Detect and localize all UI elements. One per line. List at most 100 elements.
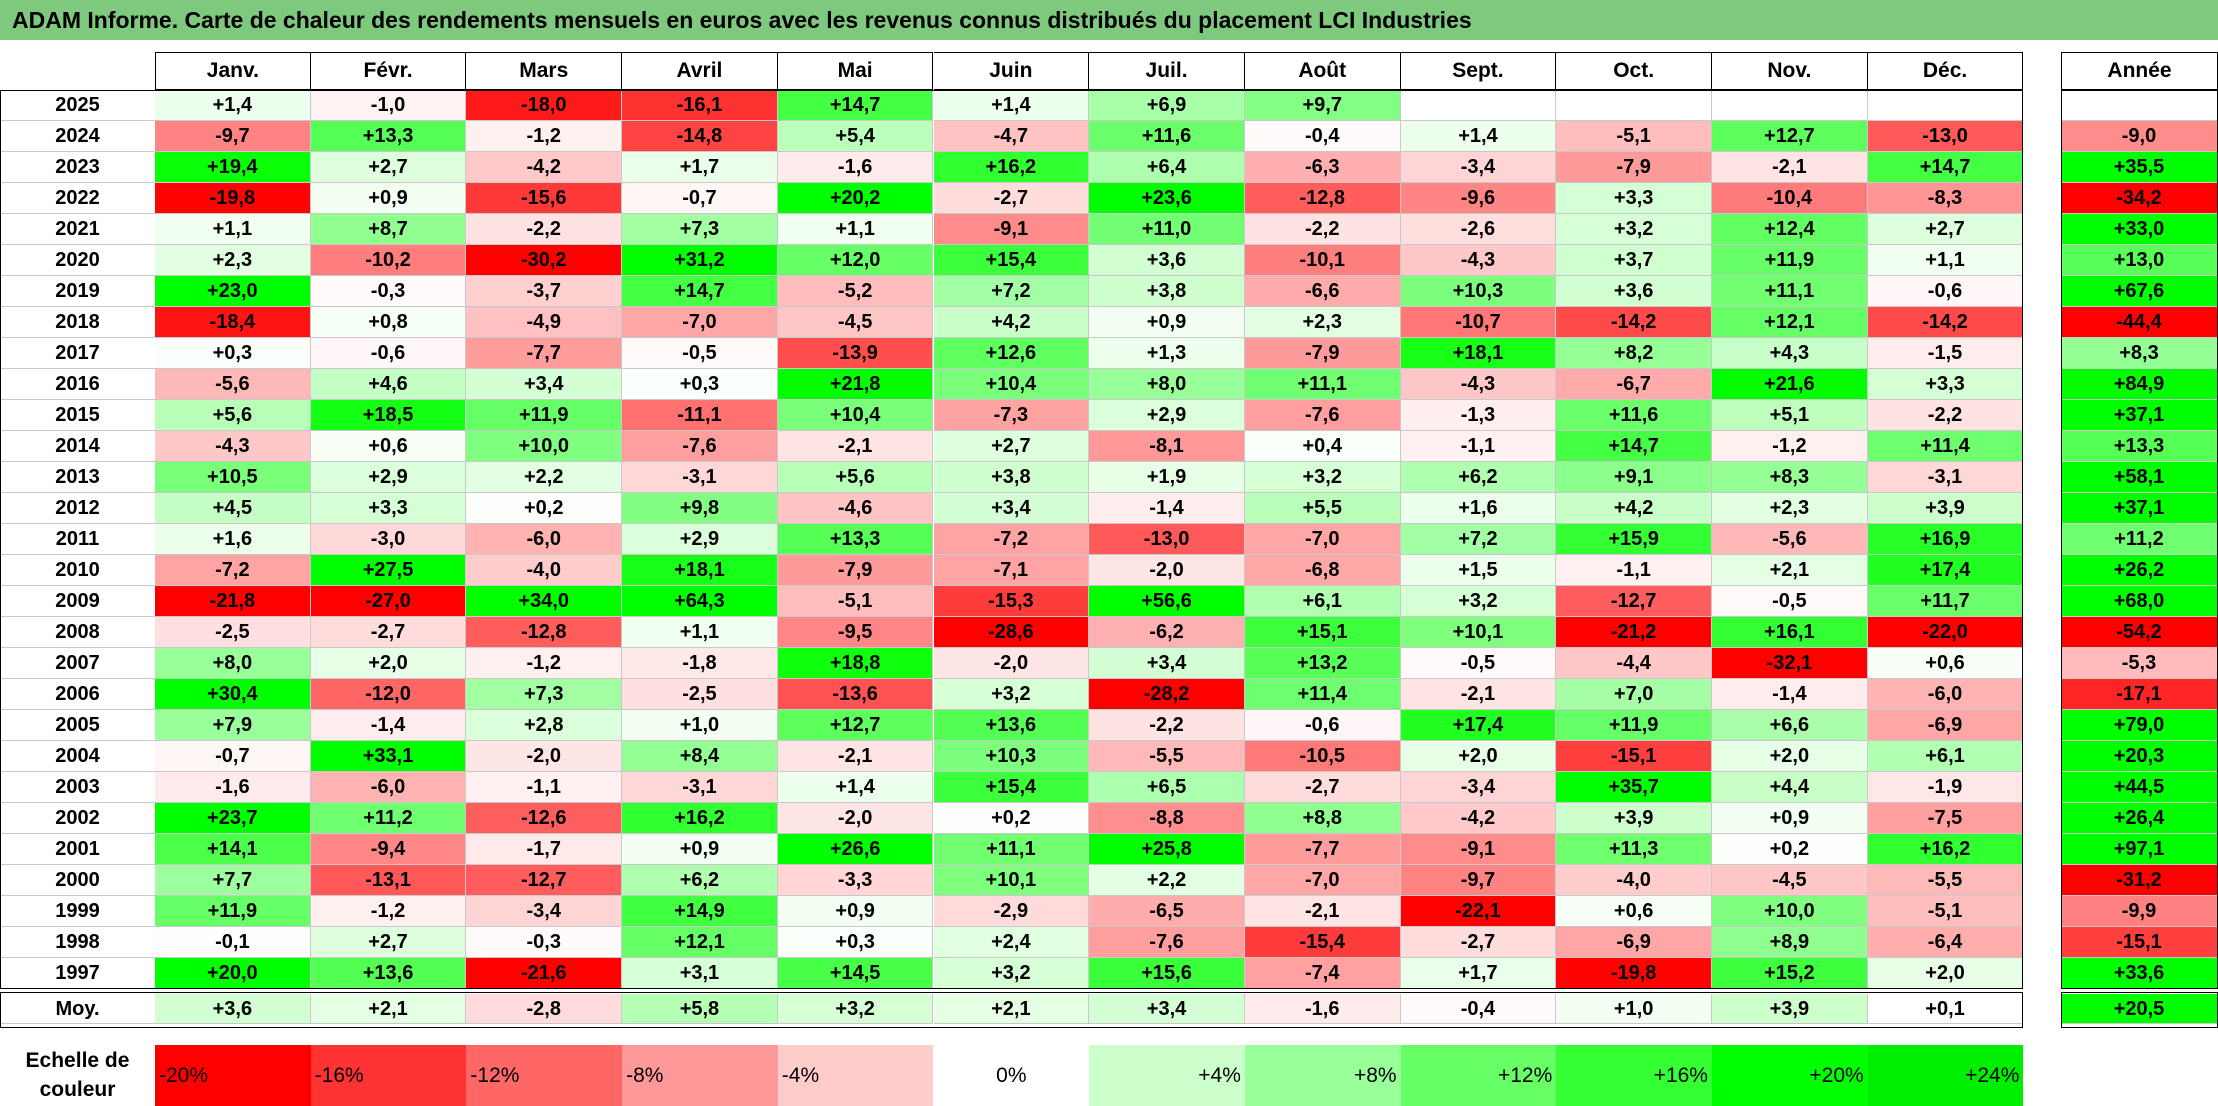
heatmap-cell: +11,0 <box>1089 214 1245 245</box>
heatmap-cell: -1,6 <box>155 772 311 803</box>
heatmap-cell: -4,9 <box>466 307 623 338</box>
heatmap-cell: +16,2 <box>622 803 778 834</box>
heatmap-cell: +14,5 <box>777 958 934 989</box>
heatmap-cell: -1,2 <box>310 896 467 927</box>
year-label: 2002 <box>0 803 155 834</box>
heatmap-cell: -5,5 <box>1867 865 2024 896</box>
average-cell: +5,8 <box>622 994 778 1024</box>
heatmap-cell: +11,6 <box>1089 121 1245 152</box>
heatmap-cell: -7,9 <box>777 555 934 586</box>
annual-cell: -9,9 <box>2061 896 2218 927</box>
heatmap-cell: +8,3 <box>1712 462 1868 493</box>
average-cell: -2,8 <box>466 994 623 1024</box>
scale-stop: -12% <box>466 1045 623 1106</box>
heatmap-cell: -0,7 <box>155 741 311 772</box>
heatmap-cell: +7,3 <box>466 679 623 710</box>
year-label: 2016 <box>0 369 155 400</box>
average-annual-cell: +20,5 <box>2061 994 2218 1024</box>
heatmap-cell: +13,2 <box>1244 648 1401 679</box>
heatmap-cell: +10,4 <box>933 369 1090 400</box>
heatmap-cell: -2,1 <box>1244 896 1401 927</box>
heatmap-cell: -1,3 <box>1400 400 1557 431</box>
heatmap-cell: +1,0 <box>622 710 778 741</box>
heatmap-cell: +4,5 <box>155 493 311 524</box>
heatmap-cell: +20,2 <box>777 183 934 214</box>
year-label: 2006 <box>0 679 155 710</box>
heatmap-cell: -0,6 <box>1867 276 2024 307</box>
heatmap-cell: +10,1 <box>933 865 1090 896</box>
heatmap-cell: +0,2 <box>933 803 1090 834</box>
heatmap-cell: +20,0 <box>155 958 311 989</box>
heatmap-cell: +0,9 <box>777 896 934 927</box>
annual-cell: +26,4 <box>2061 803 2218 834</box>
heatmap-cell: +5,6 <box>777 462 934 493</box>
heatmap-cell: -19,8 <box>155 183 311 214</box>
heatmap-cell: -9,5 <box>777 617 934 648</box>
heatmap-cell: +2,7 <box>310 927 467 958</box>
heatmap-cell: +14,7 <box>622 276 778 307</box>
scale-stop: +12% <box>1400 1045 1557 1106</box>
year-label: 2001 <box>0 834 155 865</box>
heatmap-cell: +2,0 <box>310 648 467 679</box>
year-label: 2023 <box>0 152 155 183</box>
heatmap-cell: +1,6 <box>1400 493 1557 524</box>
year-label: 2003 <box>0 772 155 803</box>
annual-cell: +33,0 <box>2061 214 2218 245</box>
scale-stop: -4% <box>777 1045 934 1106</box>
heatmap-cell: +15,4 <box>933 245 1090 276</box>
year-label: 2007 <box>0 648 155 679</box>
heatmap-cell: +6,1 <box>1244 586 1401 617</box>
column-header: Oct. <box>1556 52 1712 90</box>
heatmap-cell: -5,1 <box>777 586 934 617</box>
heatmap-cell: -16,1 <box>622 90 778 121</box>
heatmap-cell: +8,4 <box>622 741 778 772</box>
heatmap-cell: +21,6 <box>1712 369 1868 400</box>
heatmap-cell: +18,5 <box>310 400 467 431</box>
heatmap-cell: +2,4 <box>933 927 1090 958</box>
annual-cell: +37,1 <box>2061 400 2218 431</box>
annual-cell: +44,5 <box>2061 772 2218 803</box>
heatmap-cell: +6,6 <box>1712 710 1868 741</box>
heatmap-cell: +2,9 <box>622 524 778 555</box>
annual-cell: +33,6 <box>2061 958 2218 989</box>
heatmap-cell: +2,1 <box>1712 555 1868 586</box>
year-label: 2011 <box>0 524 155 555</box>
heatmap-cell: -2,1 <box>1712 152 1868 183</box>
heatmap-cell: -1,0 <box>310 90 467 121</box>
heatmap-cell: +14,7 <box>1556 431 1712 462</box>
heatmap-cell: +0,2 <box>1712 834 1868 865</box>
heatmap-cell: +64,3 <box>622 586 778 617</box>
heatmap-cell: -6,0 <box>1867 679 2024 710</box>
heatmap-cell: -28,6 <box>933 617 1090 648</box>
heatmap-cell: +6,1 <box>1867 741 2024 772</box>
heatmap-cell: -1,8 <box>622 648 778 679</box>
heatmap-cell: +12,7 <box>1712 121 1868 152</box>
heatmap-cell: -5,2 <box>777 276 934 307</box>
heatmap-cell: +0,9 <box>310 183 467 214</box>
heatmap-cell: +18,1 <box>622 555 778 586</box>
heatmap-cell: +2,0 <box>1867 958 2024 989</box>
heatmap-cell: -10,2 <box>310 245 467 276</box>
heatmap-cell: +1,4 <box>1400 121 1557 152</box>
heatmap-cell: +10,3 <box>1400 276 1557 307</box>
heatmap-cell: +9,1 <box>1556 462 1712 493</box>
heatmap-cell: -7,5 <box>1867 803 2024 834</box>
heatmap-cell: +2,3 <box>1712 493 1868 524</box>
heatmap-cell: +9,7 <box>1244 90 1401 121</box>
heatmap-cell: +12,6 <box>933 338 1090 369</box>
heatmap-cell: -10,4 <box>1712 183 1868 214</box>
heatmap-cell: +14,7 <box>777 90 934 121</box>
heatmap-cell: +10,5 <box>155 462 311 493</box>
annual-cell: -31,2 <box>2061 865 2218 896</box>
heatmap-cell: +12,7 <box>777 710 934 741</box>
heatmap-cell: -4,4 <box>1556 648 1712 679</box>
scale-stop: -16% <box>310 1045 467 1106</box>
heatmap-cell: -2,7 <box>1244 772 1401 803</box>
heatmap-cell: -1,9 <box>1867 772 2024 803</box>
heatmap-cell: +1,7 <box>622 152 778 183</box>
average-cell: +2,1 <box>310 994 467 1024</box>
heatmap-cell: +10,3 <box>933 741 1090 772</box>
heatmap-cell: -5,5 <box>1089 741 1245 772</box>
heatmap-cell: +12,1 <box>622 927 778 958</box>
column-header: Mai <box>777 52 934 90</box>
